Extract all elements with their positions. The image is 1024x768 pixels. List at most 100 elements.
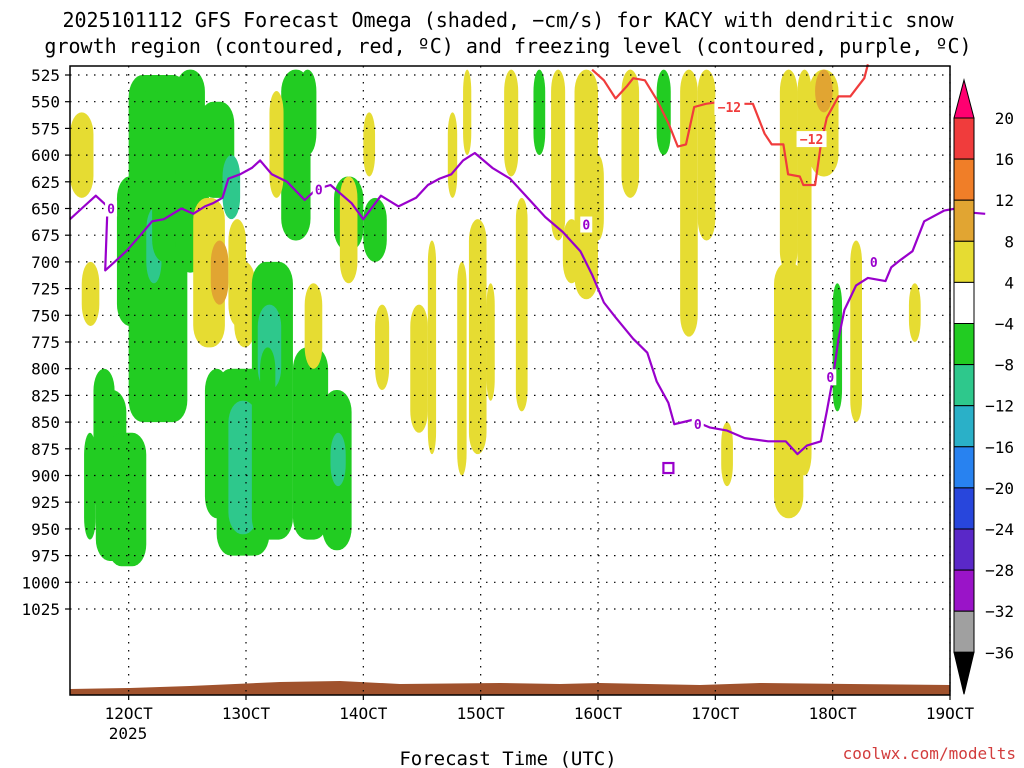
colorbar-label-7: −12 [985,397,1014,416]
omega-patch-42 [463,69,472,156]
contour-label-fz-3: 0 [694,418,702,433]
contour-label-dgz-6: −12 [718,101,741,116]
colorbar-label-4: 4 [1004,273,1014,292]
omega-patch-63 [850,240,862,423]
y-tick-label-550: 550 [31,93,60,112]
x-tick-label-16: 16OCT [574,704,623,723]
x-tick-label-13: 13OCT [222,704,271,723]
y-tick-label-700: 700 [31,253,60,272]
colorbar-label-13: −36 [985,643,1014,662]
y-tick-label-950: 950 [31,520,60,539]
freezing-level-line [69,151,986,456]
contour-label-bg-1 [312,181,325,198]
title-line-2: growth region (contoured, red, ºC) and f… [44,34,971,58]
contour-label-fz-0: 0 [107,203,115,218]
x-tick-label-14: 14OCT [339,704,388,723]
y-tick-label-875: 875 [31,440,60,459]
omega-patch-55 [697,69,716,241]
colorbar-swatch-8 [953,405,975,448]
omega-patch-25 [260,347,276,540]
omega-patch-45 [504,69,519,177]
colorbar-label-9: −20 [985,479,1014,498]
dgz-contour [591,64,869,187]
omega-patch-56 [721,422,733,487]
omega-patch-32 [363,197,387,262]
colorbar-label-5: −4 [995,315,1014,334]
omega-patch-44 [486,283,495,401]
colorbar-label-0: 20 [995,109,1014,128]
omega-patch-10 [152,155,176,262]
colorbar-swatch-9 [953,446,975,489]
omega-patch-54 [680,69,698,337]
omega-patch-41 [457,261,467,476]
omega-patch-33 [269,91,284,198]
contour-label-bg-4 [824,369,837,386]
y-tick-label-675: 675 [31,226,60,245]
x-tick-label-19: 19OCT [926,704,975,723]
omega-patch-30 [330,432,346,487]
omega-patch-16 [210,240,229,305]
omega-patch-2 [84,432,96,540]
x-tick-label-15: 15OCT [457,704,506,723]
colorbar-swatch-3 [953,199,975,242]
colorbar-swatch-13 [953,610,975,653]
colorbar-swatch-4 [953,240,975,283]
omega-patch-50 [574,69,598,300]
colorbar-label-2: 12 [995,191,1014,210]
credit-text: coolwx.com/modelts [843,744,1016,763]
x-tick-label-17: 17OCT [691,704,740,723]
y-tick-label-575: 575 [31,119,60,138]
omega-patch-57 [774,261,804,519]
colorbar-swatch-5 [953,281,975,324]
omega-patch-27 [298,69,317,156]
colorbar: 20 16 12 8 4 −4 −8 −12 −16 −20 −24 −28 −32 −36 [953,78,1014,695]
y-tick-label-775: 775 [31,333,60,352]
colorbar-label-12: −32 [985,602,1014,621]
surface-terrain [70,681,950,695]
x-year-label: 2025 [109,724,148,743]
contour-label-fz-1: 0 [315,183,323,198]
contour-label-fz-5: 0 [870,256,878,271]
omega-patch-35 [339,176,358,284]
surface-terrain-strip [70,681,950,695]
contour-label-bg-6 [714,99,745,116]
colorbar-swatch-7 [953,364,975,407]
y-tick-label-850: 850 [31,413,60,432]
x-tick-label-12: 12OCT [105,704,154,723]
chart-title: 2025101112 GFS Forecast Omega (shaded, −… [44,8,971,58]
omega-patch-40 [447,112,458,198]
colorbar-label-11: −28 [985,561,1014,580]
y-tick-label-650: 650 [31,200,60,219]
colorbar-swatch-1 [953,117,975,160]
y-axis: 525 550 575 600 625 650 675 700 725 750 775 800 825 8… [21,66,70,619]
contour-label-bg-0 [105,200,118,217]
omega-patch-47 [533,69,546,156]
x-tick-label-18: 18OCT [809,704,858,723]
colorbar-swatch-2 [953,158,975,201]
y-tick-label-975: 975 [31,547,60,566]
omega-patch-18 [234,261,256,348]
y-tick-label-750: 750 [31,306,60,325]
omega-patch-15 [193,197,225,348]
omega-patch-36 [363,112,376,177]
omega-patch-1 [81,261,100,326]
y-tick-label-1000: 1000 [21,573,60,592]
dgz-neg12-line [591,64,869,187]
omega-patch-34 [304,283,323,369]
x-axis: 12OCT 13OCT 14OCT 15OCT 16OCT 17OCT 18OCT 19OCT [105,695,975,723]
y-tick-label-900: 900 [31,467,60,486]
colorbar-swatch-0 [953,78,975,119]
y-tick-label-825: 825 [31,386,60,405]
y-tick-label-1025: 1025 [21,600,60,619]
colorbar-label-1: 16 [995,150,1014,169]
contour-label-fz-4: 0 [826,371,834,386]
omega-patch-0 [70,112,94,198]
colorbar-label-10: −24 [985,520,1014,539]
omega-patch-61 [815,69,833,113]
y-tick-label-725: 725 [31,280,60,299]
y-tick-label-800: 800 [31,360,60,379]
freezing-level-small-loop [662,461,675,475]
colorbar-swatch-11 [953,528,975,571]
omega-patch-5 [107,432,147,567]
